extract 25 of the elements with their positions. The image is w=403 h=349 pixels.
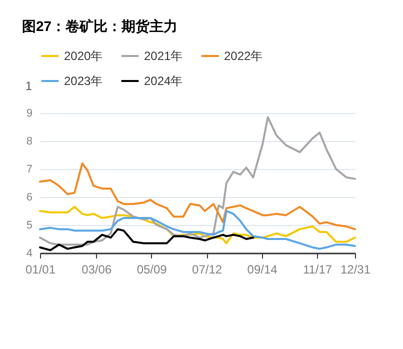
legend-label: 2021年 [144, 49, 183, 63]
y-tick-label: 9 [26, 108, 32, 120]
y-tick-label: 6 [26, 192, 32, 204]
text: 1 [25, 79, 32, 93]
chart-title: 图27：卷矿比：期货主力 [22, 18, 178, 34]
line-series [39, 228, 254, 252]
x-tick-label: 05/09 [136, 262, 168, 276]
line-series [39, 162, 356, 230]
y-tick-label: 4 [26, 248, 32, 260]
x-tick-label: 09/14 [247, 262, 278, 276]
line-series [39, 116, 356, 246]
x-tick-label: 07/12 [192, 262, 222, 276]
y-tick-label: 7 [26, 164, 32, 176]
x-tick-label: 03/06 [82, 262, 112, 276]
legend-label: 2024年 [144, 74, 183, 88]
x-tick-label: 11/17 [302, 262, 332, 276]
line-series [39, 206, 356, 244]
legend-label: 2022年 [224, 49, 263, 63]
y-tick-label: 5 [26, 220, 32, 232]
x-tick-label: 12/31 [340, 262, 371, 276]
y-tick-label: 8 [26, 136, 32, 148]
legend-label: 2020年 [64, 49, 103, 63]
line-series [39, 210, 356, 250]
legend-label: 2023年 [64, 74, 103, 88]
x-tick-label: 01/01 [25, 262, 56, 276]
